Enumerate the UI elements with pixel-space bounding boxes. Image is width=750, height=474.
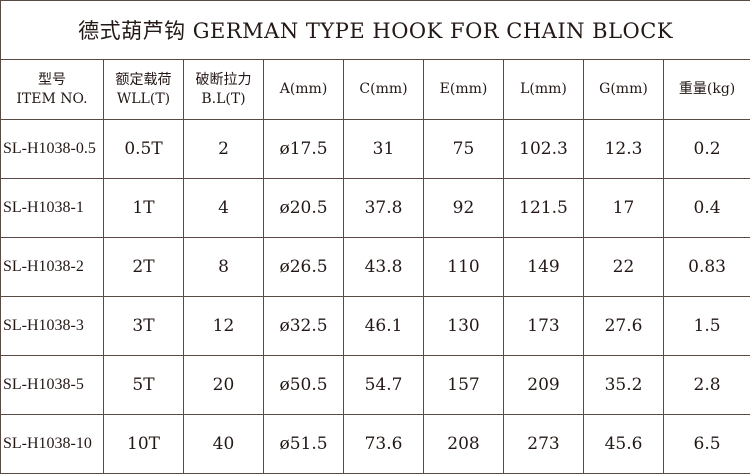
cell-wll: 1T	[104, 179, 184, 238]
cell-a-mm: ø26.5	[264, 238, 344, 297]
cell-l-mm: 149	[504, 238, 584, 297]
cell-c-mm: 37.8	[344, 179, 424, 238]
cell-item-no: SL-H1038-2	[1, 238, 104, 297]
header-label: 破断拉力	[184, 71, 263, 90]
header-label: G(mm)	[584, 80, 663, 99]
cell-weight-kg: 2.8	[664, 356, 750, 415]
cell-weight-kg: 0.83	[664, 238, 750, 297]
cell-wll: 10T	[104, 415, 184, 474]
cell-g-mm: 45.6	[584, 415, 664, 474]
cell-weight-kg: 0.2	[664, 120, 750, 179]
cell-breaking-load: 2	[184, 120, 264, 179]
cell-g-mm: 35.2	[584, 356, 664, 415]
cell-l-mm: 209	[504, 356, 584, 415]
header-label: 型号	[1, 71, 103, 90]
cell-a-mm: ø17.5	[264, 120, 344, 179]
cell-l-mm: 173	[504, 297, 584, 356]
header-sublabel: ITEM NO.	[1, 90, 103, 109]
cell-wll: 0.5T	[104, 120, 184, 179]
cell-a-mm: ø20.5	[264, 179, 344, 238]
cell-a-mm: ø32.5	[264, 297, 344, 356]
cell-e-mm: 110	[424, 238, 504, 297]
cell-c-mm: 54.7	[344, 356, 424, 415]
header-label: C(mm)	[344, 80, 423, 99]
cell-breaking-load: 12	[184, 297, 264, 356]
header-label: L(mm)	[504, 80, 583, 99]
cell-l-mm: 273	[504, 415, 584, 474]
cell-l-mm: 121.5	[504, 179, 584, 238]
header-sublabel: WLL(T)	[104, 90, 183, 109]
cell-wll: 2T	[104, 238, 184, 297]
header-sublabel: B.L(T)	[184, 90, 263, 109]
cell-c-mm: 31	[344, 120, 424, 179]
cell-a-mm: ø51.5	[264, 415, 344, 474]
cell-item-no: SL-H1038-1	[1, 179, 104, 238]
cell-l-mm: 102.3	[504, 120, 584, 179]
cell-e-mm: 157	[424, 356, 504, 415]
cell-breaking-load: 40	[184, 415, 264, 474]
cell-item-no: SL-H1038-0.5	[1, 120, 104, 179]
cell-weight-kg: 6.5	[664, 415, 750, 474]
cell-c-mm: 43.8	[344, 238, 424, 297]
cell-e-mm: 75	[424, 120, 504, 179]
header-g-mm: G(mm)	[584, 60, 664, 120]
cell-g-mm: 12.3	[584, 120, 664, 179]
cell-breaking-load: 20	[184, 356, 264, 415]
header-label: 额定载荷	[104, 71, 183, 90]
header-c-mm: C(mm)	[344, 60, 424, 120]
table-title: 德式葫芦钩 GERMAN TYPE HOOK FOR CHAIN BLOCK	[1, 1, 750, 60]
header-label: 重量(kg)	[664, 80, 750, 99]
cell-item-no: SL-H1038-3	[1, 297, 104, 356]
header-weight-kg: 重量(kg)	[664, 60, 750, 120]
cell-breaking-load: 8	[184, 238, 264, 297]
header-l-mm: L(mm)	[504, 60, 584, 120]
header-a-mm: A(mm)	[264, 60, 344, 120]
cell-g-mm: 27.6	[584, 297, 664, 356]
cell-a-mm: ø50.5	[264, 356, 344, 415]
cell-item-no: SL-H1038-10	[1, 415, 104, 474]
header-e-mm: E(mm)	[424, 60, 504, 120]
header-label: E(mm)	[424, 80, 503, 99]
cell-wll: 3T	[104, 297, 184, 356]
cell-c-mm: 73.6	[344, 415, 424, 474]
cell-e-mm: 92	[424, 179, 504, 238]
cell-g-mm: 22	[584, 238, 664, 297]
header-label: A(mm)	[264, 80, 343, 99]
cell-breaking-load: 4	[184, 179, 264, 238]
cell-wll: 5T	[104, 356, 184, 415]
cell-g-mm: 17	[584, 179, 664, 238]
cell-e-mm: 130	[424, 297, 504, 356]
cell-c-mm: 46.1	[344, 297, 424, 356]
cell-weight-kg: 0.4	[664, 179, 750, 238]
cell-weight-kg: 1.5	[664, 297, 750, 356]
cell-item-no: SL-H1038-5	[1, 356, 104, 415]
cell-e-mm: 208	[424, 415, 504, 474]
